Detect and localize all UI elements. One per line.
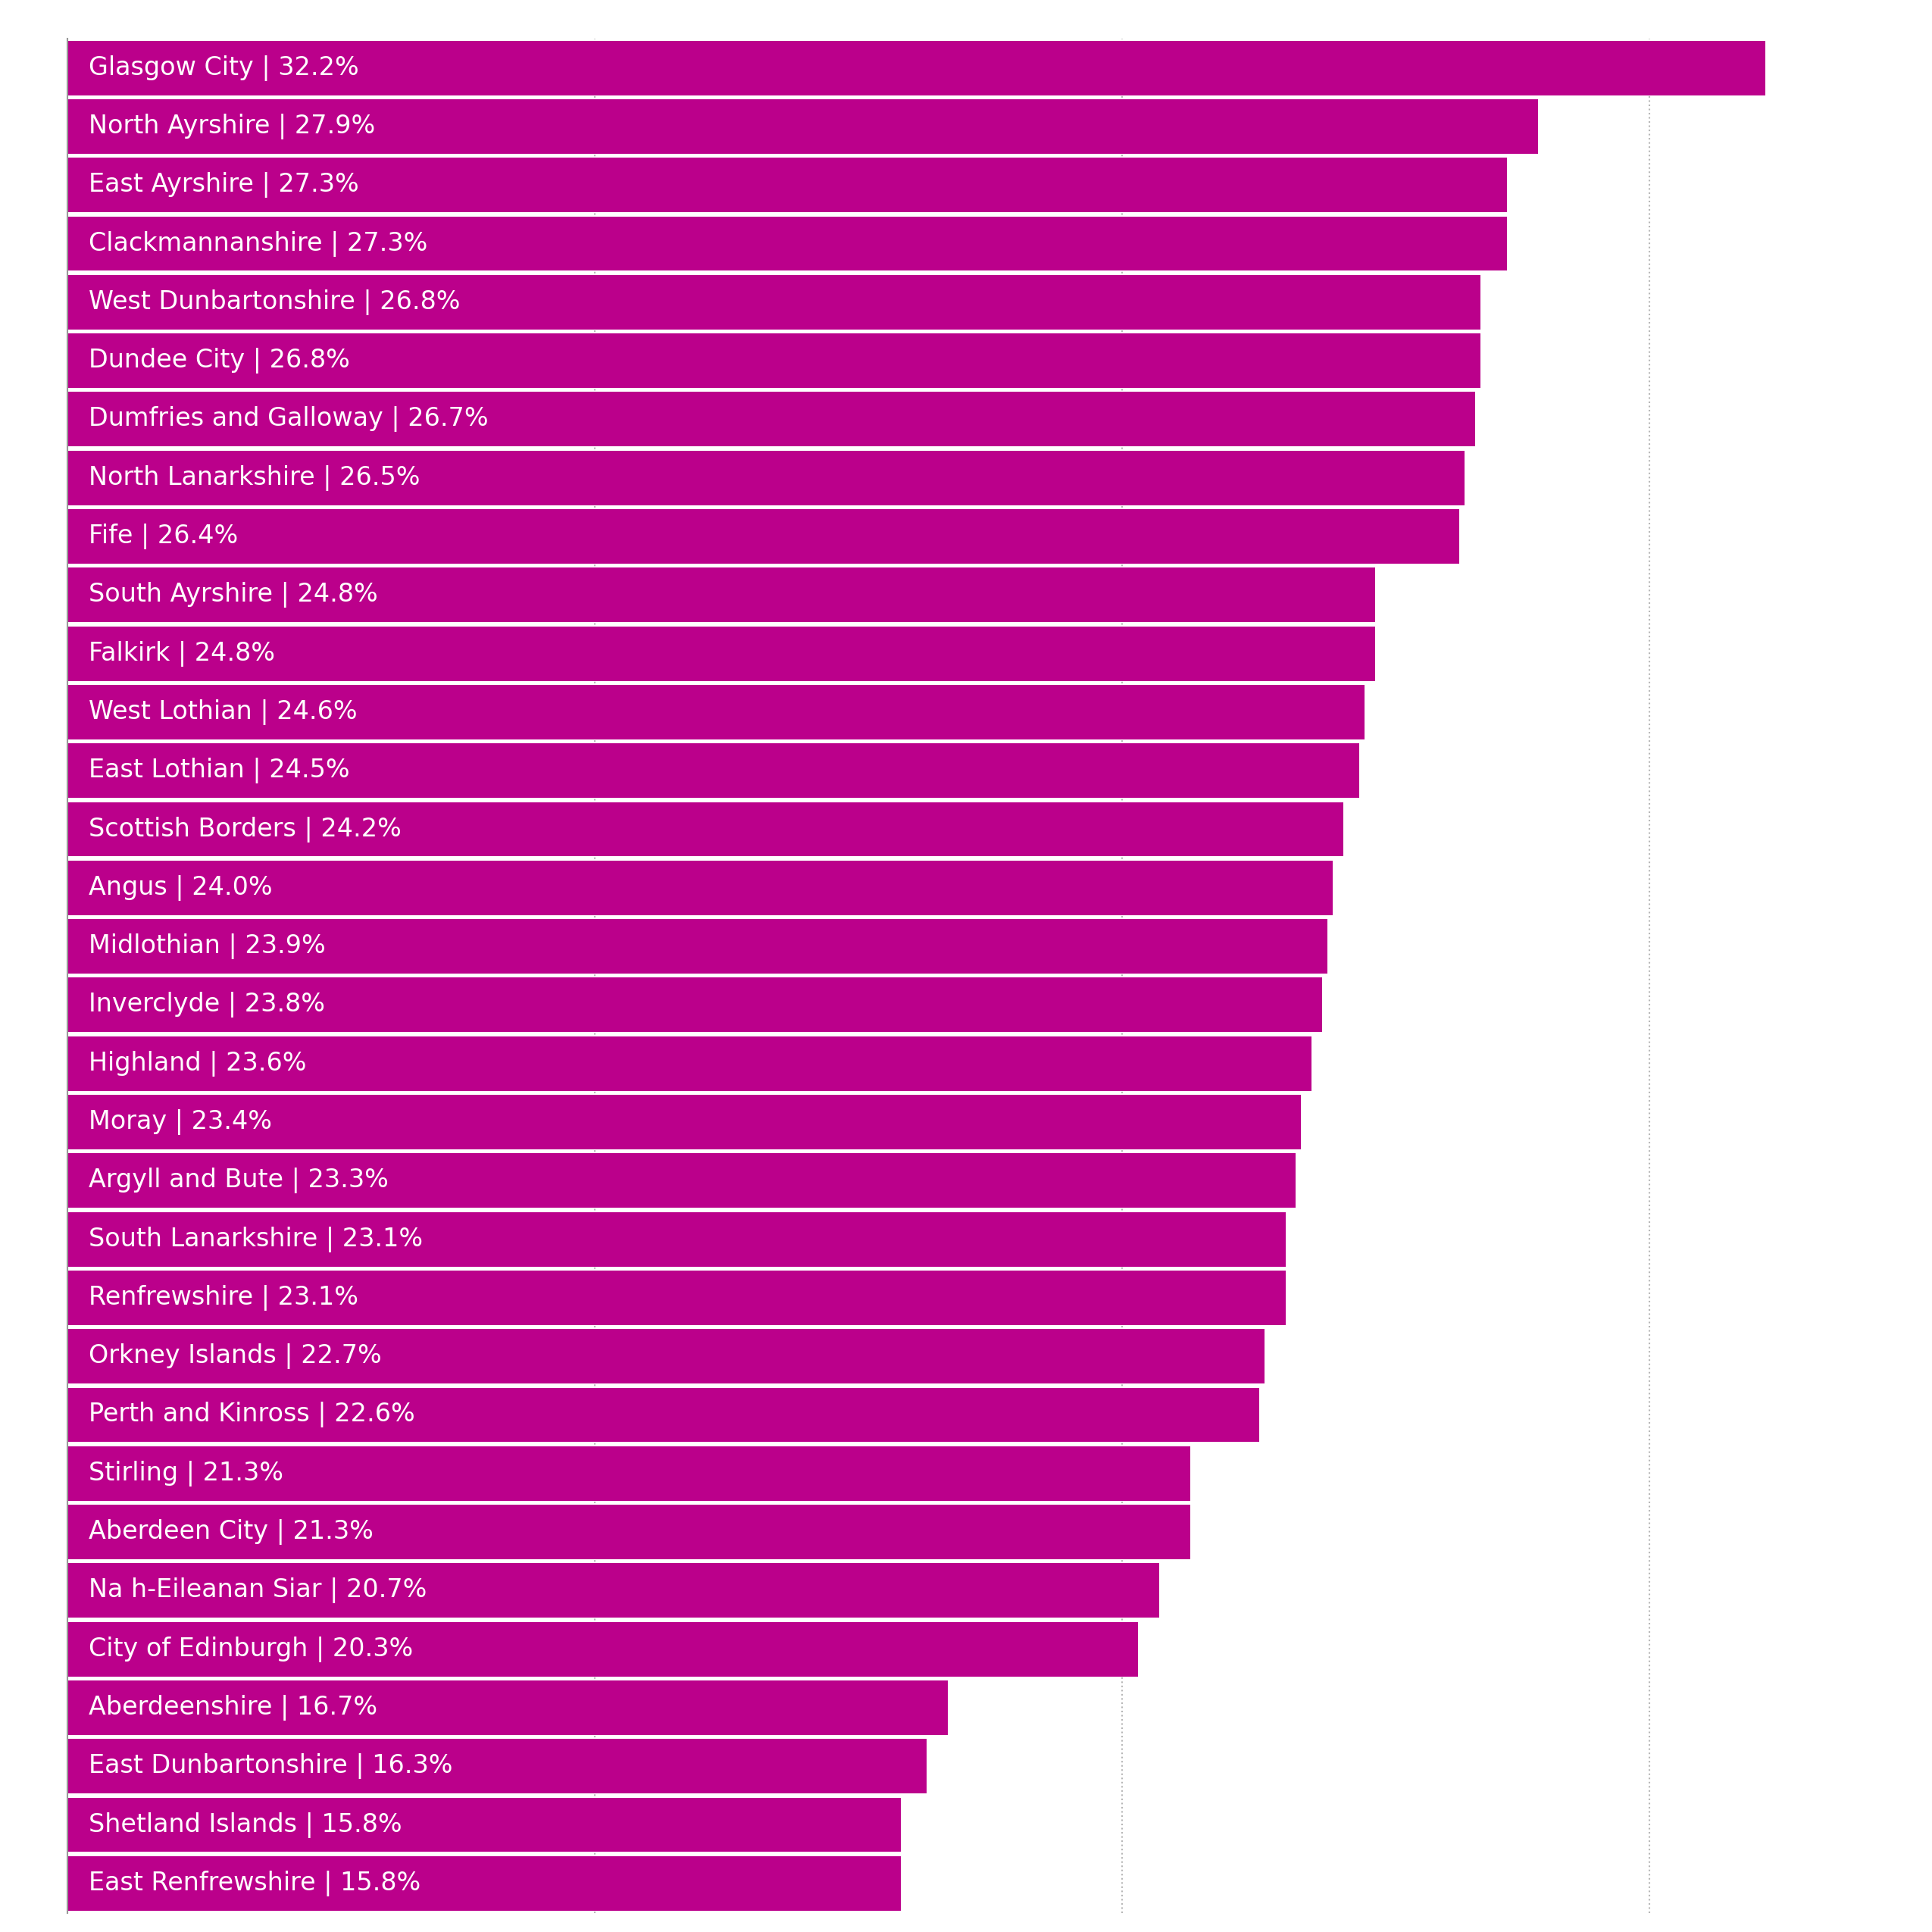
Bar: [68, 1153, 1296, 1208]
Text: North Lanarkshire | 26.5%: North Lanarkshire | 26.5%: [89, 466, 419, 491]
Bar: [68, 41, 1766, 95]
Bar: [68, 510, 1459, 564]
Text: Falkirk | 24.8%: Falkirk | 24.8%: [89, 641, 274, 667]
Text: East Renfrewshire | 15.8%: East Renfrewshire | 15.8%: [89, 1870, 421, 1897]
Text: West Lothian | 24.6%: West Lothian | 24.6%: [89, 699, 357, 724]
Bar: [68, 1387, 1260, 1441]
Text: Fife | 26.4%: Fife | 26.4%: [89, 524, 238, 549]
Text: Glasgow City | 32.2%: Glasgow City | 32.2%: [89, 54, 359, 81]
Text: North Ayrshire | 27.9%: North Ayrshire | 27.9%: [89, 114, 375, 139]
Text: Clackmannanshire | 27.3%: Clackmannanshire | 27.3%: [89, 230, 427, 257]
Text: East Dunbartonshire | 16.3%: East Dunbartonshire | 16.3%: [89, 1754, 452, 1779]
Text: Midlothian | 23.9%: Midlothian | 23.9%: [89, 933, 327, 960]
Bar: [68, 1797, 900, 1853]
Text: Dumfries and Galloway | 26.7%: Dumfries and Galloway | 26.7%: [89, 406, 489, 433]
Text: Moray | 23.4%: Moray | 23.4%: [89, 1109, 272, 1134]
Bar: [68, 216, 1507, 270]
Bar: [68, 568, 1376, 622]
Text: South Lanarkshire | 23.1%: South Lanarkshire | 23.1%: [89, 1227, 423, 1252]
Text: South Ayrshire | 24.8%: South Ayrshire | 24.8%: [89, 582, 379, 609]
Text: City of Edinburgh | 20.3%: City of Edinburgh | 20.3%: [89, 1636, 413, 1662]
Bar: [68, 1681, 949, 1735]
Bar: [68, 920, 1327, 974]
Bar: [68, 158, 1507, 213]
Text: Inverclyde | 23.8%: Inverclyde | 23.8%: [89, 991, 325, 1018]
Bar: [68, 1505, 1190, 1559]
Text: Dundee City | 26.8%: Dundee City | 26.8%: [89, 348, 350, 373]
Text: Angus | 24.0%: Angus | 24.0%: [89, 875, 272, 900]
Bar: [68, 626, 1376, 680]
Text: Aberdeenshire | 16.7%: Aberdeenshire | 16.7%: [89, 1694, 377, 1721]
Bar: [68, 450, 1464, 504]
Text: West Dunbartonshire | 26.8%: West Dunbartonshire | 26.8%: [89, 290, 460, 315]
Text: Stirling | 21.3%: Stirling | 21.3%: [89, 1461, 284, 1486]
Text: Perth and Kinross | 22.6%: Perth and Kinross | 22.6%: [89, 1403, 415, 1428]
Bar: [68, 1211, 1285, 1267]
Text: East Lothian | 24.5%: East Lothian | 24.5%: [89, 757, 350, 784]
Bar: [68, 1621, 1138, 1677]
Bar: [68, 1739, 927, 1793]
Bar: [68, 1271, 1285, 1325]
Text: Na h-Eileanan Siar | 20.7%: Na h-Eileanan Siar | 20.7%: [89, 1578, 427, 1604]
Bar: [68, 1447, 1190, 1501]
Bar: [68, 1563, 1159, 1617]
Bar: [68, 99, 1538, 155]
Text: Highland | 23.6%: Highland | 23.6%: [89, 1051, 307, 1076]
Bar: [68, 1095, 1300, 1150]
Bar: [68, 802, 1343, 856]
Bar: [68, 274, 1480, 330]
Text: Argyll and Bute | 23.3%: Argyll and Bute | 23.3%: [89, 1167, 388, 1194]
Text: Renfrewshire | 23.1%: Renfrewshire | 23.1%: [89, 1285, 359, 1310]
Text: Scottish Borders | 24.2%: Scottish Borders | 24.2%: [89, 817, 402, 842]
Bar: [68, 1036, 1312, 1092]
Bar: [68, 1857, 900, 1911]
Bar: [68, 978, 1321, 1032]
Bar: [68, 1329, 1264, 1383]
Text: Orkney Islands | 22.7%: Orkney Islands | 22.7%: [89, 1343, 383, 1370]
Bar: [68, 860, 1333, 916]
Text: Aberdeen City | 21.3%: Aberdeen City | 21.3%: [89, 1519, 373, 1546]
Text: East Ayrshire | 27.3%: East Ayrshire | 27.3%: [89, 172, 359, 197]
Bar: [68, 334, 1480, 388]
Bar: [68, 684, 1364, 740]
Bar: [68, 744, 1358, 798]
Text: Shetland Islands | 15.8%: Shetland Islands | 15.8%: [89, 1812, 402, 1837]
Bar: [68, 392, 1476, 446]
